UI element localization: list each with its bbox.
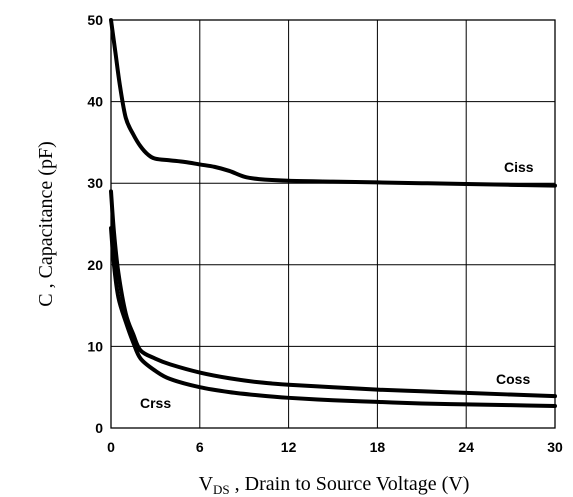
x-axis-title-main: V [199,473,214,495]
x-tick-label: 6 [196,439,204,455]
series-label-coss: Coss [496,371,530,387]
x-axis-title-sub: DS [213,482,230,497]
x-tick-label: 18 [370,439,386,455]
x-axis-title: VDS , Drain to Source Voltage (V) [199,473,470,497]
y-tick-label: 10 [87,338,103,354]
series-label-crss: Crss [140,395,171,411]
curves [109,18,557,408]
y-tick-label: 50 [87,12,103,28]
series-label-ciss: Ciss [504,159,534,175]
x-tick-label: 12 [281,439,297,455]
plot-frame [110,19,556,429]
x-tick-label: 24 [458,439,474,455]
tick-labels: 0 6 12 18 24 30 0 10 20 30 40 50 [87,12,563,455]
series-line-crss [109,226,557,408]
series-line-coss [109,189,557,399]
y-tick-label: 0 [95,420,103,436]
y-tick-label: 40 [87,94,103,110]
x-tick-label: 30 [547,439,563,455]
x-axis-title-rest: , Drain to Source Voltage (V) [230,473,470,495]
series-line-ciss [109,18,557,188]
y-tick-label: 30 [87,175,103,191]
y-axis-title: C , Capacitance (pF) [35,141,57,307]
y-tick-label: 20 [87,257,103,273]
x-tick-label: 0 [107,439,115,455]
